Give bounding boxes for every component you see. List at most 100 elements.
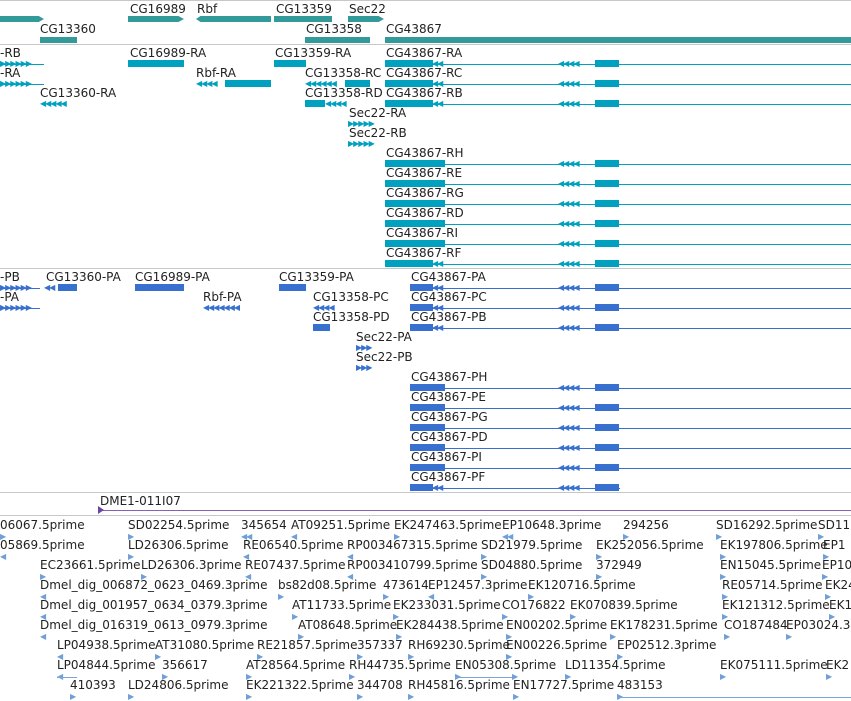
gene-label[interactable]: Rbf — [197, 2, 218, 16]
protein-label[interactable]: CG13358-PD — [313, 310, 390, 324]
protein-label[interactable]: Rbf-PA — [203, 290, 242, 304]
est-label[interactable]: 06067.5prime — [0, 518, 85, 532]
transcript-label[interactable]: CG13358-RD — [305, 86, 383, 100]
est-label[interactable]: EP02512.3prime — [617, 638, 717, 652]
protein-label[interactable]: CG43867-PC — [411, 290, 487, 304]
est-label[interactable]: RH69230.5prime — [408, 638, 510, 652]
transcript-bar[interactable] — [595, 200, 619, 207]
est-label[interactable]: LP04938.5prime — [57, 638, 156, 652]
est-label[interactable]: SD11 — [818, 518, 851, 532]
protein-bar[interactable] — [58, 284, 77, 291]
est-label[interactable]: SD16292.5prime — [716, 518, 818, 532]
est-label[interactable]: EN00202.5prime — [506, 618, 608, 632]
protein-bar[interactable] — [595, 384, 619, 391]
transcript-bar[interactable] — [385, 80, 433, 87]
est-label[interactable]: EK252056.5prime — [596, 538, 704, 552]
est-label[interactable]: EP03024.3 — [786, 618, 851, 632]
est-label[interactable]: EK1 — [829, 598, 851, 612]
est-label[interactable]: EN15045.5prime — [720, 558, 822, 572]
protein-label[interactable]: CG43867-PF — [411, 470, 486, 484]
transcript-bar[interactable] — [385, 100, 433, 107]
est-label[interactable]: LD24806.5prime — [128, 678, 229, 692]
est-label[interactable]: Dmel_dig_006872_0623_0469.3prime — [40, 578, 268, 592]
est-label[interactable]: RE06540.5prime — [243, 538, 344, 552]
gene-label[interactable]: CG16989 — [130, 2, 186, 16]
transcript-bar[interactable] — [385, 60, 433, 67]
protein-label[interactable]: CG13360-PA — [46, 270, 121, 284]
est-label[interactable]: AT28564.5prime — [246, 658, 346, 672]
est-label[interactable]: Dmel_dig_001957_0634_0379.3prime — [40, 598, 268, 612]
transcript-bar[interactable] — [385, 160, 445, 167]
est-label[interactable]: EP12457.3prime — [428, 578, 528, 592]
protein-bar[interactable] — [279, 284, 306, 291]
transcript-label[interactable]: CG43867-RI — [386, 226, 459, 240]
est-label[interactable]: EK247463.5prime — [394, 518, 502, 532]
transcript-label[interactable]: CG43867-RE — [386, 166, 463, 180]
est-label[interactable]: SD04880.5prime — [481, 558, 583, 572]
est-label[interactable]: EN00226.5prime — [506, 638, 608, 652]
transcript-bar[interactable] — [595, 180, 619, 187]
est-label[interactable]: AT31080.5prime — [155, 638, 255, 652]
protein-bar[interactable] — [313, 324, 330, 331]
est-label[interactable]: EK178231.5prime — [610, 618, 718, 632]
est-label[interactable]: EN05308.5prime — [455, 658, 557, 672]
protein-bar[interactable] — [410, 284, 433, 291]
protein-label[interactable]: CG13359-PA — [279, 270, 354, 284]
protein-bar[interactable] — [595, 324, 619, 331]
est-label[interactable]: 473614 — [383, 578, 429, 592]
transcript-label[interactable]: CG16989-RA — [130, 46, 207, 60]
protein-bar[interactable] — [595, 464, 619, 471]
transcript-label[interactable]: CG43867-RA — [386, 46, 463, 60]
transcript-label[interactable]: CG13359-RA — [275, 46, 352, 60]
est-label[interactable]: 344708 — [357, 678, 403, 692]
gene-bar-sec22[interactable] — [348, 16, 384, 22]
gene-bar-cg13360[interactable] — [40, 37, 77, 43]
est-label[interactable]: EP10648.3prime — [502, 518, 602, 532]
protein-label[interactable]: Sec22-PB — [356, 350, 413, 364]
est-label[interactable]: LD26306.3prime — [141, 558, 242, 572]
transcript-bar[interactable] — [595, 220, 619, 227]
protein-label[interactable]: CG13358-PC — [313, 290, 389, 304]
protein-label[interactable]: CG43867-PG — [411, 410, 488, 424]
transcript-bar[interactable] — [385, 200, 445, 207]
protein-bar[interactable] — [410, 484, 433, 491]
protein-bar[interactable] — [595, 404, 619, 411]
gene-bar-left-arrow[interactable] — [0, 16, 44, 22]
est-label[interactable]: RE21857.5prime — [257, 638, 358, 652]
protein-label[interactable]: CG43867-PI — [411, 450, 482, 464]
est-label[interactable]: AT08648.5prime — [298, 618, 398, 632]
transcript-bar[interactable] — [305, 100, 325, 107]
est-label[interactable]: RH45816.5prime — [408, 678, 510, 692]
protein-bar[interactable] — [410, 384, 445, 391]
transcript-label[interactable]: CG43867-RF — [386, 246, 462, 260]
protein-label[interactable]: CG43867-PA — [411, 270, 486, 284]
protein-bar[interactable] — [410, 424, 445, 431]
protein-label[interactable]: Sec22-PA — [356, 330, 412, 344]
transcript-bar[interactable] — [595, 240, 619, 247]
transcript-label[interactable]: CG13360-RA — [40, 86, 117, 100]
est-label[interactable]: 357337 — [357, 638, 403, 652]
transcript-bar[interactable] — [595, 160, 619, 167]
est-label[interactable]: EN17727.5prime — [513, 678, 615, 692]
transcript-label[interactable]: CG43867-RG — [386, 186, 464, 200]
est-label[interactable]: EK120716.5prime — [528, 578, 636, 592]
protein-bar[interactable] — [595, 444, 619, 451]
gene-bar-cg43867[interactable] — [385, 37, 851, 43]
est-label[interactable]: 345654 — [241, 518, 287, 532]
est-label[interactable]: 410393 — [70, 678, 116, 692]
est-label[interactable]: SD21979.5prime — [481, 538, 583, 552]
transcript-bar[interactable] — [595, 80, 619, 87]
est-label[interactable]: EK197806.5prime — [720, 538, 828, 552]
protein-bar[interactable] — [595, 424, 619, 431]
transcript-label[interactable]: -RA — [0, 66, 21, 80]
transcript-label[interactable]: Sec22-RA — [349, 106, 407, 120]
est-label[interactable]: LP04844.5prime — [57, 658, 156, 672]
est-label[interactable]: 483153 — [617, 678, 663, 692]
est-label[interactable]: LD11354.5prime — [565, 658, 666, 672]
gene-label[interactable]: CG13360 — [40, 22, 96, 36]
transcript-label[interactable]: CG43867-RD — [386, 206, 464, 220]
est-label[interactable]: CO187484 — [724, 618, 788, 632]
protein-bar[interactable] — [595, 304, 619, 311]
est-label[interactable]: AT09251.5prime — [291, 518, 391, 532]
transcript-label[interactable]: CG43867-RC — [386, 66, 463, 80]
